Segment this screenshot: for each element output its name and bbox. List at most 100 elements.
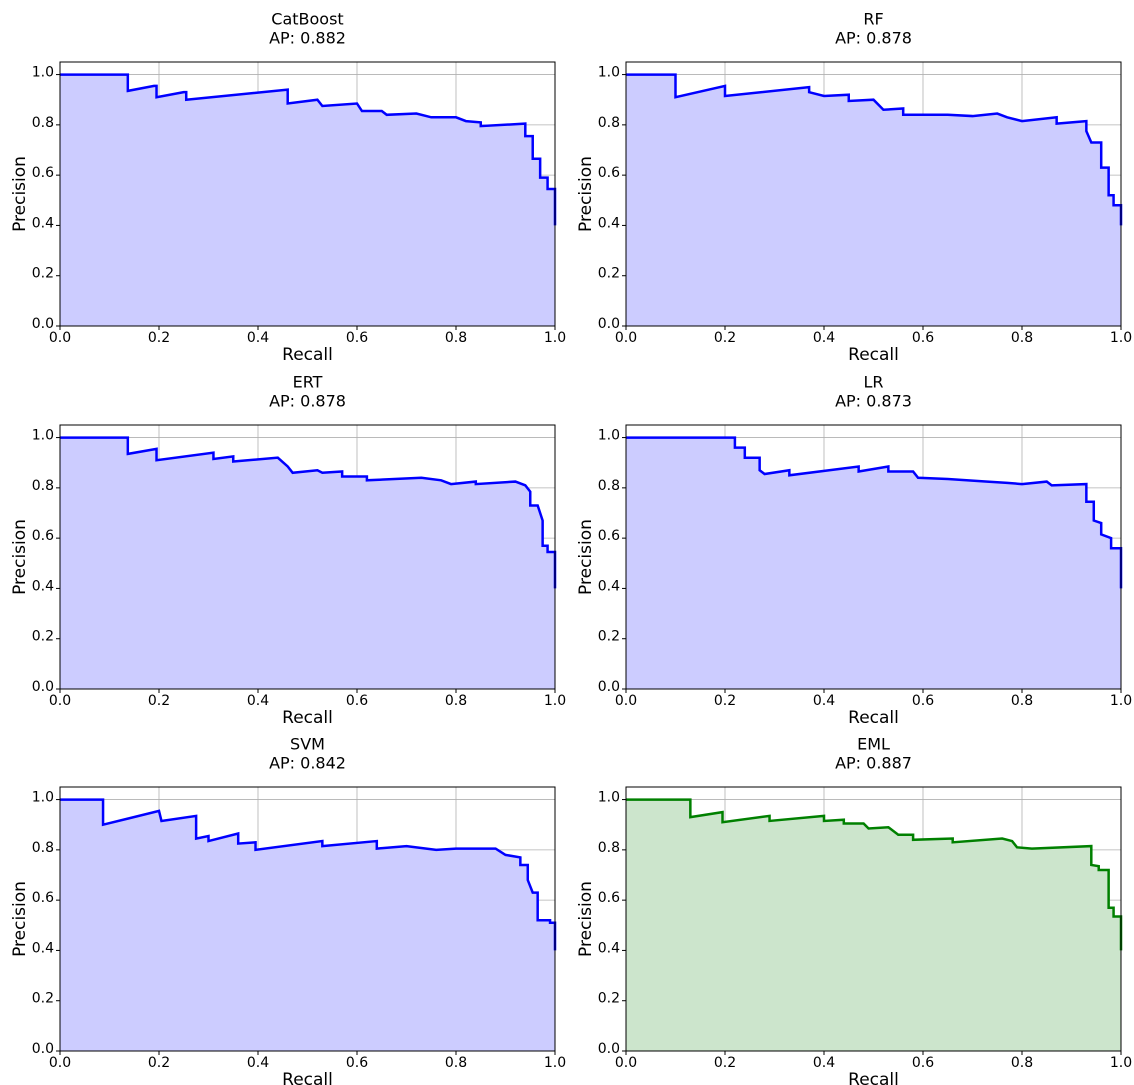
area [60,74,555,326]
chart-title: SVM [290,735,325,754]
area [626,437,1121,689]
y-tick-label: 0.2 [32,266,54,282]
x-tick-label: 1.0 [1110,330,1132,346]
chart-title: LR [863,373,883,392]
x-tick-label: 0.4 [813,330,835,346]
y-tick-label: 0.0 [32,679,54,695]
y-tick-label: 0.0 [598,316,620,332]
y-axis-label: Precision [576,881,596,957]
y-tick-label: 0.4 [598,940,620,956]
chart-title: ERT [293,373,323,392]
y-tick-label: 0.2 [598,629,620,645]
line [60,436,557,589]
axes-frame [59,424,556,690]
chart-subtitle: AP: 0.842 [269,754,346,773]
line [626,798,1123,951]
y-tick-label: 0.0 [598,679,620,695]
area [626,799,1121,1051]
x-tick-label: 0.6 [912,1055,934,1071]
area [60,799,555,1051]
x-tick-label: 0.4 [813,693,835,709]
x-tick-label: 0.2 [148,330,170,346]
chart-title: CatBoost [271,10,343,29]
y-tick-label: 0.2 [32,629,54,645]
y-tick-label: 0.8 [598,478,620,494]
y-tick-label: 1.0 [598,65,620,81]
x-tick-label: 0.2 [714,693,736,709]
axes-frame [59,786,556,1052]
y-tick-label: 0.0 [32,316,54,332]
y-tick-label: 0.2 [598,991,620,1007]
y-tick-label: 1.0 [598,428,620,444]
x-tick-label: 0.6 [912,693,934,709]
axes-frame [625,786,1122,1052]
y-tick-label: 1.0 [598,790,620,806]
axes-frame [625,61,1122,327]
y-tick-label: 0.4 [32,215,54,231]
y-tick-label: 0.6 [32,890,54,906]
x-tick-label: 0.6 [346,330,368,346]
x-tick-label: 0.0 [615,330,637,346]
line [626,436,1123,589]
y-axis-label: Precision [576,156,596,232]
x-tick-label: 0.2 [714,330,736,346]
x-tick-label: 1.0 [544,693,566,709]
x-tick-label: 0.6 [912,330,934,346]
x-tick-label: 1.0 [544,1055,566,1071]
chart-subtitle: AP: 0.878 [835,29,912,48]
y-tick-label: 0.8 [32,478,54,494]
y-tick-label: 0.0 [598,1041,620,1057]
line [60,798,557,951]
chart-subtitle: AP: 0.882 [269,29,346,48]
y-tick-label: 1.0 [32,428,54,444]
x-axis-label: Recall [848,708,899,728]
y-tick-label: 0.0 [32,1041,54,1057]
axes-frame [59,61,556,327]
y-tick-label: 0.4 [598,215,620,231]
y-tick-label: 0.4 [598,578,620,594]
x-tick-label: 0.2 [148,1055,170,1071]
x-tick-label: 0.2 [714,1055,736,1071]
x-tick-label: 0.0 [49,693,71,709]
y-tick-label: 0.6 [32,165,54,181]
x-tick-label: 1.0 [1110,1055,1132,1071]
x-tick-label: 0.8 [1011,693,1033,709]
x-tick-label: 0.6 [346,1055,368,1071]
x-tick-label: 0.8 [445,693,467,709]
y-tick-label: 0.6 [598,890,620,906]
x-tick-label: 0.8 [1011,330,1033,346]
y-tick-label: 0.6 [598,165,620,181]
axes-frame [625,424,1122,690]
x-tick-label: 0.4 [247,1055,269,1071]
y-axis-label: Precision [10,881,30,957]
chart-subtitle: AP: 0.887 [835,754,912,773]
y-tick-label: 0.8 [598,115,620,131]
y-tick-label: 0.2 [598,266,620,282]
area [626,74,1121,326]
chart-subtitle: AP: 0.878 [269,392,346,411]
x-tick-label: 0.6 [346,693,368,709]
line [626,73,1123,226]
chart-title: EML [857,735,890,754]
x-axis-label: Recall [282,345,333,365]
x-axis-label: Recall [848,345,899,365]
y-tick-label: 0.8 [598,840,620,856]
y-tick-label: 0.2 [32,991,54,1007]
x-tick-label: 0.4 [247,330,269,346]
chart-title: RF [863,10,883,29]
x-tick-label: 1.0 [544,330,566,346]
y-tick-label: 0.4 [32,578,54,594]
x-tick-label: 0.4 [813,1055,835,1071]
x-tick-label: 0.8 [1011,1055,1033,1071]
x-axis-label: Recall [848,1070,899,1085]
y-tick-label: 0.8 [32,115,54,131]
area [60,437,555,689]
y-axis-label: Precision [10,156,30,232]
x-axis-label: Recall [282,708,333,728]
y-tick-label: 0.6 [598,528,620,544]
y-tick-label: 1.0 [32,790,54,806]
x-axis-label: Recall [282,1070,333,1085]
y-tick-label: 0.6 [32,528,54,544]
line [60,73,557,226]
